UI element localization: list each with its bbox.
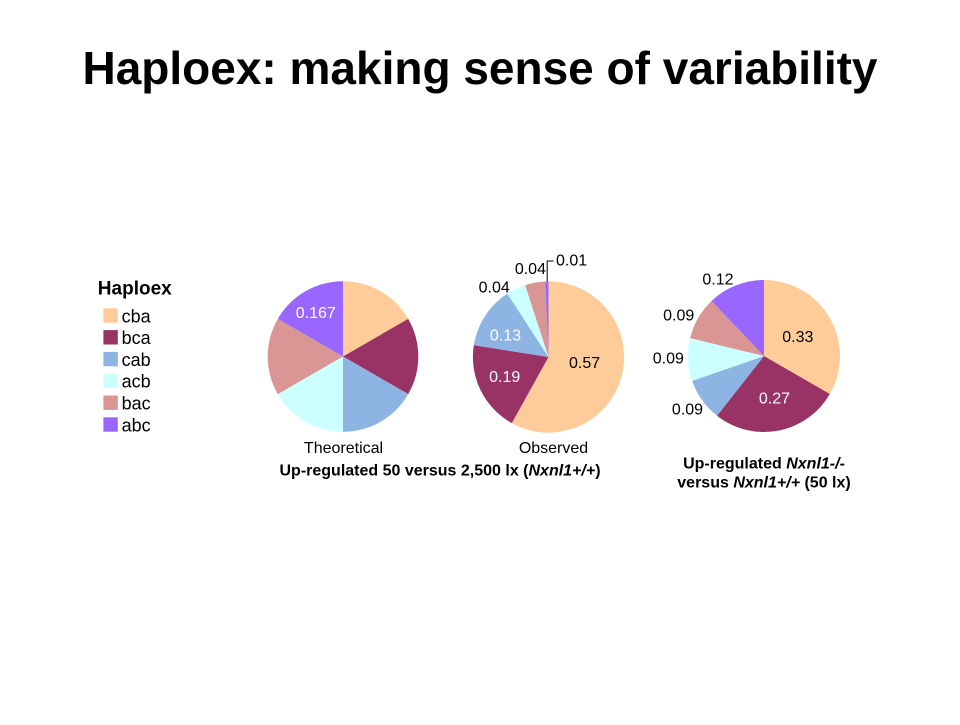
svg-text:acb: acb <box>122 372 151 392</box>
svg-text:0.04: 0.04 <box>515 261 546 278</box>
svg-text:Observed: Observed <box>519 440 588 457</box>
svg-text:0.13: 0.13 <box>490 328 521 345</box>
svg-text:0.27: 0.27 <box>759 391 790 408</box>
svg-text:Haploex: Haploex <box>98 278 172 299</box>
svg-text:Haploex: making sense of varia: Haploex: making sense of variability <box>82 42 877 94</box>
svg-text:Up-regulated 50 versus 2,500 l: Up-regulated 50 versus 2,500 lx (Nxnl1+/… <box>279 463 600 480</box>
svg-text:0.19: 0.19 <box>489 369 520 386</box>
svg-text:0.167: 0.167 <box>296 305 336 322</box>
svg-text:0.04: 0.04 <box>479 279 510 296</box>
svg-text:0.01: 0.01 <box>556 252 587 269</box>
svg-text:bac: bac <box>122 394 151 414</box>
svg-text:0.09: 0.09 <box>653 351 684 368</box>
svg-text:Theoretical: Theoretical <box>304 440 383 457</box>
svg-text:0.09: 0.09 <box>663 307 694 324</box>
svg-text:0.33: 0.33 <box>782 329 813 346</box>
svg-text:cab: cab <box>122 350 151 370</box>
svg-text:abc: abc <box>122 415 151 435</box>
svg-text:versus Nxnl1+/+ (50 lx): versus Nxnl1+/+ (50 lx) <box>677 475 850 492</box>
svg-text:0.09: 0.09 <box>672 401 703 418</box>
svg-text:cba: cba <box>122 306 152 326</box>
svg-text:bca: bca <box>122 328 152 348</box>
svg-text:0.12: 0.12 <box>702 271 733 288</box>
svg-text:0.57: 0.57 <box>569 355 600 372</box>
svg-text:Up-regulated Nxnl1-/-: Up-regulated Nxnl1-/- <box>683 455 845 472</box>
